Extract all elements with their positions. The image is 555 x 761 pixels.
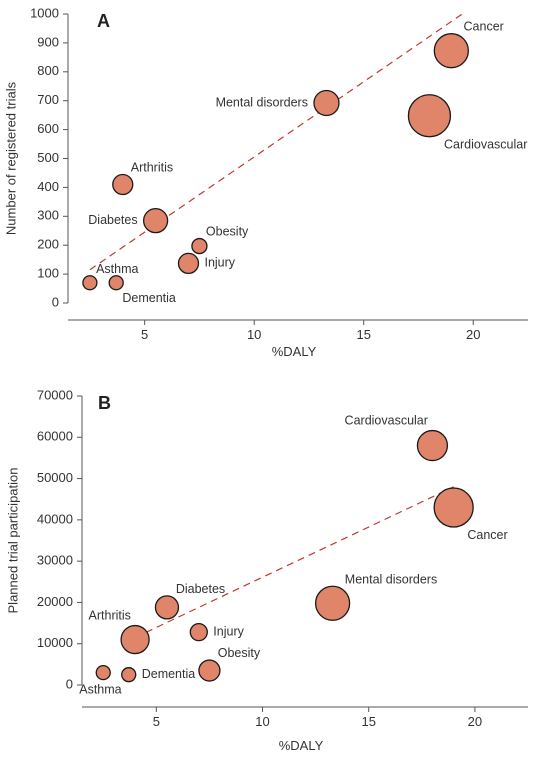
panel-b-label-injury: Injury	[213, 624, 244, 638]
panel-a-bubble-obesity	[191, 237, 208, 255]
panel-b-y-tick-label: 50000	[37, 470, 73, 485]
panel-b-label-dementia: Dementia	[142, 667, 196, 681]
panel-b-label-asthma: Asthma	[79, 683, 121, 697]
panel-b-y-tick-label: 0	[66, 676, 73, 691]
panel-b-y-tick-label: 70000	[37, 387, 73, 402]
panel-a-label-dementia: Dementia	[122, 291, 176, 305]
panel-b-y-axis-label: Planned trial participation	[5, 468, 20, 614]
panel-a-y-tick-label: 900	[37, 34, 59, 49]
panel-a-bubble-cardiovascular	[407, 94, 452, 138]
panel-a-label-injury: Injury	[204, 256, 235, 270]
panel-a-y-tick-label: 100	[37, 266, 59, 281]
panel-a-y-tick-label: 300	[37, 208, 59, 223]
panel-b-label-mental-disorders: Mental disorders	[345, 572, 437, 586]
panel-a-y-tick-label: 200	[37, 237, 59, 252]
panel-b-label-arthritis: Arthritis	[89, 609, 131, 623]
panel-a-bubble-mental-disorders	[313, 89, 340, 117]
panel-b-y-tick-label: 10000	[37, 635, 73, 650]
panel-a-trendline	[89, 13, 463, 271]
panel-a-bubble-injury	[177, 252, 200, 275]
panel-a-y-tick-label: 700	[37, 92, 59, 107]
panel-b-label-cardiovascular: Cardiovascular	[345, 414, 428, 428]
panel-a-x-tick-label: 10	[247, 327, 261, 342]
panel-b-y-tick-label: 30000	[37, 553, 73, 568]
panel-b-letter: B	[98, 393, 111, 413]
panel-a-label-arthritis: Arthritis	[131, 161, 173, 175]
panel-b-x-axis-label: %DALY	[279, 738, 324, 753]
panel-b-bubble-mental-disorders	[314, 585, 351, 621]
panel-b-y-tick-label: 40000	[37, 511, 73, 526]
panel-b: B 0 10000 20000 30000 40000 50000 60000 70000 5 10…	[5, 387, 528, 753]
panel-a-x-tick-label: 15	[356, 327, 370, 342]
panel-a-x-axis-label: %DALY	[272, 344, 317, 359]
panel-a-y-tick-label: 500	[37, 150, 59, 165]
panel-a-label-cardiovascular: Cardiovascular	[444, 138, 527, 152]
panel-b-label-cancer: Cancer	[467, 528, 507, 542]
panel-b-y-tick-label: 60000	[37, 429, 73, 444]
panel-b-bubble-cardiovascular	[416, 429, 449, 462]
panel-a-label-mental-disorders: Mental disorders	[216, 95, 308, 109]
panel-a-label-cancer: Cancer	[464, 20, 504, 34]
panel-b-x-tick-label: 10	[255, 714, 269, 729]
panel-a-bubble-diabetes	[142, 207, 169, 234]
panel-b-bubble-dementia	[121, 667, 137, 683]
panel-b-bubble-asthma	[95, 664, 111, 681]
panel-a-y-tick-label: 0	[52, 294, 59, 309]
panel-a-y-tick-label: 1000	[30, 5, 59, 20]
panel-a-y-axis-label: Number of registered trials	[3, 81, 18, 235]
panel-b-bubble-arthritis	[120, 624, 150, 655]
panel-a-label-obesity: Obesity	[206, 225, 249, 239]
panel-b-y-tick-label: 20000	[37, 594, 73, 609]
panel-a-x-tick-label: 20	[466, 327, 480, 342]
panel-b-label-obesity: Obesity	[218, 646, 261, 660]
panel-a-bubble-asthma	[82, 275, 98, 291]
panel-a: A 0 100 200 300 400 500 600 700 800 900 1000 5 10 15 20…	[3, 5, 528, 359]
panel-b-label-diabetes: Diabetes	[176, 582, 225, 596]
panel-b-x-tick-label: 15	[361, 714, 375, 729]
panel-b-bubble-cancer	[433, 487, 474, 528]
panel-a-bubble-cancer	[433, 33, 469, 69]
panel-a-y-tick-label: 400	[37, 179, 59, 194]
panel-a-y-tick-label: 800	[37, 63, 59, 78]
panel-a-label-diabetes: Diabetes	[88, 213, 137, 227]
panel-b-bubble-injury	[189, 623, 208, 642]
panel-b-x-tick-label: 20	[468, 714, 482, 729]
panel-b-x-tick-label: 5	[153, 714, 160, 729]
panel-a-bubble-dementia	[108, 275, 124, 291]
panel-a-bubble-arthritis	[112, 173, 134, 196]
panel-b-bubble-obesity	[198, 659, 221, 682]
panel-a-label-asthma: Asthma	[96, 262, 138, 276]
panel-a-x-tick-label: 5	[141, 327, 148, 342]
panel-b-trendline	[134, 486, 454, 639]
panel-a-letter: A	[97, 11, 110, 31]
panel-b-bubble-diabetes	[154, 595, 180, 620]
panel-a-y-tick-label: 600	[37, 121, 59, 136]
